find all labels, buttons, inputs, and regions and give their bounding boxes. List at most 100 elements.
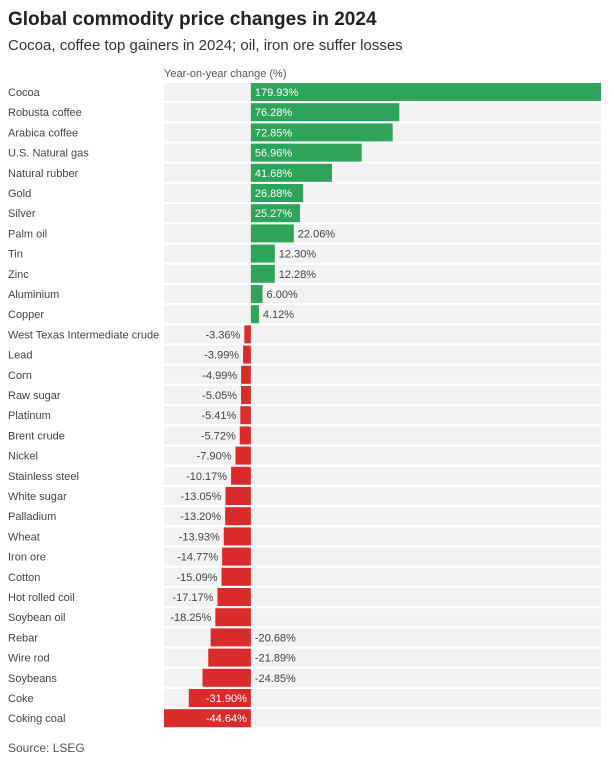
bar [225,487,251,505]
category-label: Lead [8,350,32,362]
row-background [164,668,601,687]
source-note: Source: LSEG [8,741,85,755]
bar [250,163,332,182]
category-label: Copper [8,309,44,321]
bar [250,103,400,122]
row-background [164,244,601,263]
category-label: Robusta coffee [8,107,82,119]
data-label: -17.17% [172,592,213,604]
bar [210,628,251,647]
bar [221,567,251,586]
category-label: Soybean oil [8,612,66,624]
data-label: -15.09% [177,572,218,584]
bar [250,285,263,303]
data-label: -14.77% [177,552,218,564]
category-label: Aluminium [8,289,59,301]
data-label: 179.93% [255,87,299,99]
category-label: Iron ore [8,552,46,564]
category-label: Soybeans [8,673,57,685]
row-background [164,527,601,546]
row-background [164,264,601,283]
row-background [164,689,601,707]
row-background [164,143,601,162]
data-label: 4.12% [263,309,294,321]
row-background [164,507,601,526]
category-label: Gold [8,188,31,200]
row-background [164,285,601,303]
data-label: -5.41% [201,410,236,422]
data-label: 26.88% [255,188,293,200]
data-label: -3.99% [204,350,239,362]
data-label: -7.90% [197,451,232,463]
row-background [164,567,601,586]
bar [250,184,304,202]
category-label: Cocoa [8,87,41,99]
row-background [164,305,601,324]
category-label: Cotton [8,572,40,584]
data-label: -24.85% [255,673,296,685]
data-label: -44.64% [206,713,247,725]
bar [250,264,275,283]
category-label: Palm oil [8,228,47,240]
data-label: -21.89% [255,653,296,665]
bar [243,345,251,364]
row-background [164,487,601,505]
category-label: West Texas Intermediate crude [8,329,159,341]
data-label: -5.72% [201,430,236,442]
category-label: White sugar [8,491,67,503]
row-background [164,426,601,445]
bar [240,406,251,425]
data-label: 12.28% [279,269,317,281]
bar [241,386,251,404]
row-background [164,588,601,606]
row-background [164,446,601,465]
category-label: Nickel [8,451,38,463]
row-background [164,466,601,485]
category-label: Wheat [8,531,40,543]
data-label: -10.17% [186,471,227,483]
row-background [164,184,601,202]
bar [231,466,251,485]
bar [208,648,251,667]
row-background [164,345,601,364]
row-background [164,325,601,344]
category-label: Silver [8,208,36,220]
category-label: Tin [8,249,23,261]
bar [250,204,301,223]
bar [225,507,251,526]
bar [250,123,393,142]
bar [241,365,251,384]
chart-title: Global commodity price changes in 2024 [8,9,377,30]
row-background [164,547,601,566]
data-label: -4.99% [202,370,237,382]
bar [250,143,362,162]
data-label: 41.68% [255,168,293,180]
data-label: 72.85% [255,127,293,139]
category-label: Coking coal [8,713,65,725]
category-label: Rebar [8,632,38,644]
bar [235,446,251,465]
bar [250,305,259,324]
bar [250,224,294,243]
row-background [164,204,601,223]
data-label: 56.96% [255,148,293,160]
bar [244,325,251,344]
row-background [164,163,601,182]
category-label: Arabica coffee [8,127,78,139]
bar [223,527,251,546]
row-background [164,386,601,404]
row-background [164,709,601,728]
data-label: -31.90% [206,693,247,705]
category-label: Zinc [8,269,29,281]
category-label: Brent crude [8,430,65,442]
category-label: Wire rod [8,653,50,665]
category-label: Natural rubber [8,168,79,180]
data-label: -5.05% [202,390,237,402]
bar [250,244,275,263]
bar [164,709,251,728]
row-background [164,648,601,667]
bar [215,608,251,627]
data-label: -18.25% [170,612,211,624]
data-label: 6.00% [267,289,298,301]
bar [250,83,601,101]
